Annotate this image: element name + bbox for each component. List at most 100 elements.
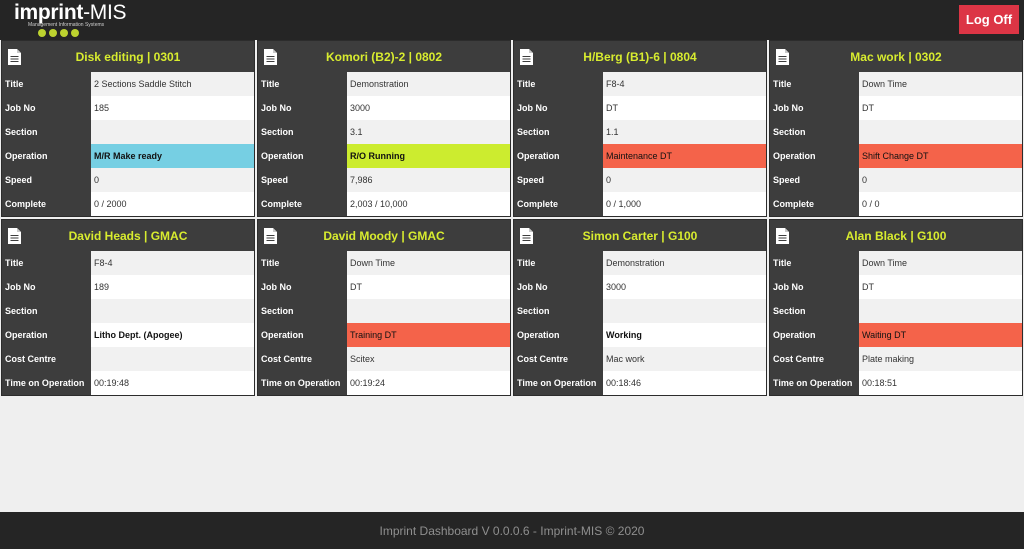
row-value: 00:18:51 bbox=[862, 378, 898, 388]
log-off-button[interactable]: Log Off bbox=[959, 5, 1019, 34]
row-label: Section bbox=[514, 120, 603, 144]
operation-status: Litho Dept. (Apogee) bbox=[94, 330, 183, 340]
row-label: Job No bbox=[258, 96, 347, 120]
row-label: Time on Operation bbox=[514, 371, 603, 395]
card-row-title: Title Demonstration bbox=[258, 72, 510, 96]
row-label: Title bbox=[770, 251, 859, 275]
row-label: Time on Operation bbox=[258, 371, 347, 395]
row-label: Section bbox=[770, 299, 859, 323]
operator-card: David Moody | GMAC Title Down Time Job No… bbox=[257, 219, 511, 396]
row-value: Plate making bbox=[859, 347, 1022, 371]
row-label: Title bbox=[514, 251, 603, 275]
row-value: DT bbox=[862, 282, 874, 292]
card-row-complete: Complete 0 / 0 bbox=[770, 192, 1022, 216]
row-label: Section bbox=[258, 299, 347, 323]
row-label: Section bbox=[258, 120, 347, 144]
row-value bbox=[91, 120, 254, 144]
row-value: 1.1 bbox=[603, 120, 766, 144]
footer: Imprint Dashboard V 0.0.0.6 - Imprint-MI… bbox=[0, 512, 1024, 549]
row-value: 3000 bbox=[606, 282, 627, 292]
row-value bbox=[859, 120, 1022, 144]
card-row-operation: Operation Shift Change DT bbox=[770, 144, 1022, 168]
card-row-operation: Operation Litho Dept. (Apogee) bbox=[2, 323, 254, 347]
row-value: 2,003 / 10,000 bbox=[350, 199, 408, 209]
row-value bbox=[603, 299, 766, 323]
card-row-section: Section bbox=[2, 299, 254, 323]
card-row-section: Section bbox=[770, 120, 1022, 144]
operator-card: Alan Black | G100 Title Down Time Job No D… bbox=[769, 219, 1023, 396]
row-label: Operation bbox=[770, 144, 859, 168]
card-row-cost-centre: Cost Centre Mac work bbox=[514, 347, 766, 371]
row-label: Cost Centre bbox=[258, 347, 347, 371]
row-label: Job No bbox=[2, 96, 91, 120]
row-label: Title bbox=[258, 72, 347, 96]
row-label: Cost Centre bbox=[2, 347, 91, 371]
machine-card-grid: Disk editing | 0301 Title 2 Sections Sadd… bbox=[1, 40, 1023, 396]
card-row-job-no: Job No 3000 bbox=[258, 96, 510, 120]
row-value: DT bbox=[862, 103, 874, 113]
row-value: 3.1 bbox=[347, 120, 510, 144]
row-value: F8-4 bbox=[603, 72, 766, 96]
logo-tagline: Management Information Systems bbox=[28, 22, 105, 28]
row-value: DT bbox=[350, 282, 362, 292]
row-value bbox=[859, 299, 1022, 323]
card-row-job-no: Job No DT bbox=[770, 96, 1022, 120]
row-value: Scitex bbox=[347, 347, 510, 371]
document-icon bbox=[264, 49, 277, 65]
document-icon bbox=[520, 49, 533, 65]
row-label: Job No bbox=[514, 96, 603, 120]
document-icon bbox=[776, 228, 789, 244]
card-title: Alan Black | G100 bbox=[845, 228, 947, 243]
row-label: Speed bbox=[2, 168, 91, 192]
card-header: Disk editing | 0301 bbox=[2, 41, 254, 72]
row-label: Job No bbox=[2, 275, 91, 299]
card-row-title: Title Demonstration bbox=[514, 251, 766, 275]
row-value: F8-4 bbox=[91, 251, 254, 275]
card-row-complete: Complete 0 / 1,000 bbox=[514, 192, 766, 216]
row-label: Operation bbox=[258, 323, 347, 347]
row-value: 0 / 1,000 bbox=[606, 199, 642, 209]
row-label: Title bbox=[258, 251, 347, 275]
card-row-title: Title F8-4 bbox=[2, 251, 254, 275]
card-header: Komori (B2)-2 | 0802 bbox=[258, 41, 510, 72]
row-value: Down Time bbox=[859, 251, 1022, 275]
card-header: David Moody | GMAC bbox=[258, 220, 510, 251]
row-value: Demonstration bbox=[347, 72, 510, 96]
row-value bbox=[91, 299, 254, 323]
row-value: 7,986 bbox=[347, 168, 510, 192]
row-value: 00:18:46 bbox=[606, 378, 642, 388]
row-label: Operation bbox=[2, 323, 91, 347]
row-value: Demonstration bbox=[603, 251, 766, 275]
operator-card: Simon Carter | G100 Title Demonstration J… bbox=[513, 219, 767, 396]
row-label: Section bbox=[514, 299, 603, 323]
row-value: Down Time bbox=[347, 251, 510, 275]
card-row-section: Section bbox=[770, 299, 1022, 323]
row-label: Section bbox=[2, 120, 91, 144]
card-row-title: Title Down Time bbox=[770, 251, 1022, 275]
row-label: Complete bbox=[770, 192, 859, 216]
card-title: Komori (B2)-2 | 0802 bbox=[325, 49, 443, 64]
logo-wordmark: imprint-MIS bbox=[14, 2, 127, 24]
card-row-job-no: Job No 189 bbox=[2, 275, 254, 299]
row-label: Title bbox=[2, 251, 91, 275]
machine-card: Komori (B2)-2 | 0802 Title Demonstration … bbox=[257, 40, 511, 217]
card-row-time-on-operation: Time on Operation 00:19:24 bbox=[258, 371, 510, 395]
card-row-title: Title F8-4 bbox=[514, 72, 766, 96]
document-icon bbox=[520, 228, 533, 244]
row-value: Mac work bbox=[603, 347, 766, 371]
card-row-operation: Operation R/O Running bbox=[258, 144, 510, 168]
card-title: David Moody | GMAC bbox=[323, 228, 445, 243]
row-value: 2 Sections Saddle Stitch bbox=[91, 72, 254, 96]
document-icon bbox=[8, 228, 21, 244]
operator-card: David Heads | GMAC Title F8-4 Job No 189 S… bbox=[1, 219, 255, 396]
card-row-section: Section bbox=[2, 120, 254, 144]
row-label: Operation bbox=[514, 144, 603, 168]
row-label: Job No bbox=[770, 96, 859, 120]
row-value: 185 bbox=[94, 103, 110, 113]
row-value: DT bbox=[606, 103, 618, 113]
row-label: Operation bbox=[770, 323, 859, 347]
row-label: Operation bbox=[514, 323, 603, 347]
card-row-speed: Speed 7,986 bbox=[258, 168, 510, 192]
row-value: 0 bbox=[859, 168, 1022, 192]
card-row-speed: Speed 0 bbox=[770, 168, 1022, 192]
